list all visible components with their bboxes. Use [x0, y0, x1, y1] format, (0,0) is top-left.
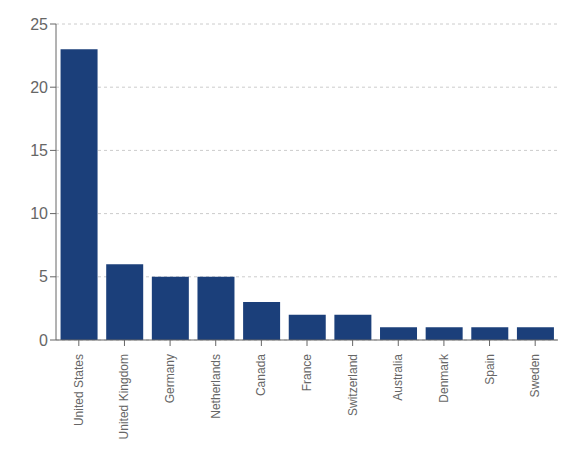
svg-text:Switzerland: Switzerland — [346, 354, 360, 416]
svg-text:10: 10 — [30, 205, 48, 222]
svg-text:5: 5 — [39, 268, 48, 285]
svg-text:25: 25 — [30, 16, 48, 33]
svg-text:Netherlands: Netherlands — [209, 354, 223, 419]
svg-text:0: 0 — [39, 332, 48, 349]
svg-text:Denmark: Denmark — [437, 353, 451, 403]
svg-text:Germany: Germany — [163, 354, 177, 403]
svg-text:Canada: Canada — [254, 354, 268, 396]
svg-text:France: France — [300, 354, 314, 392]
svg-text:United Kingdom: United Kingdom — [117, 354, 131, 439]
svg-text:Sweden: Sweden — [528, 354, 542, 397]
svg-text:Spain: Spain — [483, 354, 497, 385]
svg-text:20: 20 — [30, 79, 48, 96]
svg-text:15: 15 — [30, 142, 48, 159]
svg-text:United States: United States — [72, 354, 86, 426]
svg-text:Australia: Australia — [391, 354, 405, 401]
